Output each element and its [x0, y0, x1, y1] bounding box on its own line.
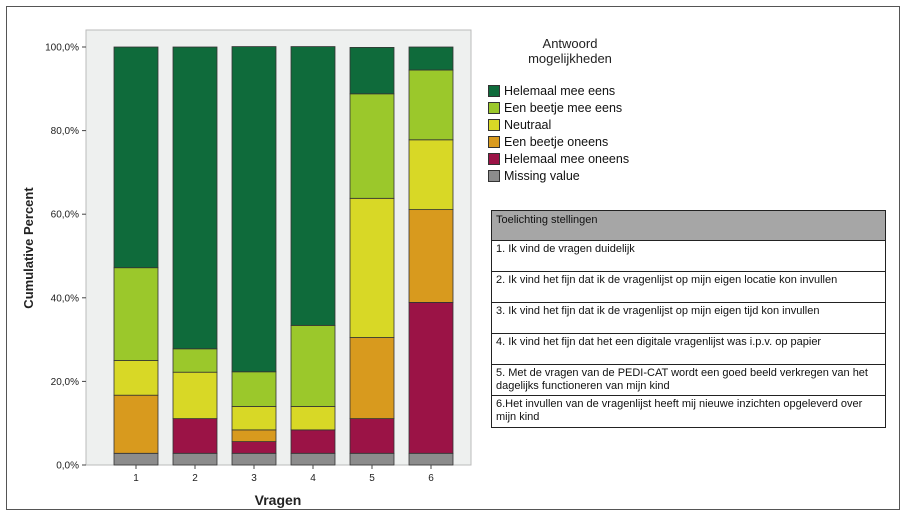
bar-segment-helemaal-mee-oneens: [408, 301, 454, 454]
bar-segment-helemaal-mee-oneens: [231, 441, 277, 454]
bar-segment-een-beetje-mee-eens: [408, 69, 454, 141]
x-tick-label: 3: [251, 473, 257, 484]
legend-item: Een beetje mee eens: [488, 99, 629, 116]
bar-segment-een-beetje-oneens: [113, 394, 159, 454]
bar-segment-helemaal-mee-eens: [290, 46, 336, 326]
legend-label: Een beetje mee eens: [504, 100, 623, 115]
bar-segment-neutraal: [349, 197, 395, 338]
bar-segment-missing-value: [290, 452, 336, 466]
note-row: 4. Ik vind het fijn dat het een digitale…: [492, 334, 885, 365]
bar-segment-een-beetje-mee-eens: [349, 93, 395, 199]
legend-item: Neutraal: [488, 116, 629, 133]
y-tick-label: 0,0%: [56, 461, 79, 472]
x-tick-label: 1: [133, 473, 139, 484]
y-tick-label: 100,0%: [45, 43, 79, 54]
bar-segment-een-beetje-oneens: [408, 209, 454, 303]
legend-label: Helemaal mee eens: [504, 83, 616, 98]
legend-item: Een beetje oneens: [488, 133, 629, 150]
bar-segment-een-beetje-mee-eens: [231, 371, 277, 407]
legend-swatch: [488, 84, 500, 97]
y-axis-label: Cumulative Percent: [21, 187, 36, 309]
bar-segment-helemaal-mee-eens: [408, 46, 454, 71]
legend-swatch: [488, 169, 500, 182]
bar-segment-helemaal-mee-eens: [113, 46, 159, 269]
bar-segment-missing-value: [408, 452, 454, 466]
x-tick-label: 6: [428, 473, 434, 484]
bar-segment-helemaal-mee-oneens: [349, 418, 395, 454]
bar-segment-neutraal: [408, 139, 454, 211]
bar-segment-een-beetje-mee-eens: [172, 348, 218, 373]
bar-segment-missing-value: [172, 452, 218, 466]
note-row: 2. Ik vind het fijn dat ik de vragenlijs…: [492, 272, 885, 303]
bar-segment-missing-value: [349, 452, 395, 466]
bar-segment-helemaal-mee-oneens: [290, 429, 336, 454]
legend-title-line1: Antwoord: [542, 36, 598, 51]
note-row: 5. Met de vragen van de PEDI-CAT wordt e…: [492, 365, 885, 396]
legend-label: Helemaal mee oneens: [504, 151, 630, 166]
legend: Helemaal mee eens Een beetje mee eens Neut…: [488, 82, 629, 184]
legend-label: Een beetje oneens: [504, 134, 609, 149]
bar-segment-neutraal: [113, 360, 159, 396]
bar-segment-een-beetje-oneens: [231, 429, 277, 442]
legend-item: Helemaal mee eens: [488, 82, 629, 99]
bar-segment-een-beetje-oneens: [349, 337, 395, 420]
legend-label: Missing value: [504, 168, 580, 183]
x-tick-label: 5: [369, 473, 375, 484]
note-row: 1. Ik vind de vragen duidelijk: [492, 241, 885, 272]
bar-segment-helemaal-mee-eens: [349, 47, 395, 95]
legend-item: Helemaal mee oneens: [488, 150, 629, 167]
bar-segment-missing-value: [231, 452, 277, 466]
x-axis-label: Vragen: [255, 492, 302, 508]
legend-swatch: [488, 101, 500, 114]
legend-swatch: [488, 152, 500, 165]
bar-segment-een-beetje-mee-eens: [290, 324, 336, 407]
bar-segment-helemaal-mee-oneens: [172, 418, 218, 454]
bar-segment-neutraal: [231, 406, 277, 431]
bar-segment-neutraal: [172, 371, 218, 420]
bar-segment-neutraal: [290, 406, 336, 431]
bar-segment-missing-value: [113, 452, 159, 466]
bar-segment-helemaal-mee-eens: [231, 46, 277, 373]
bar-segment-een-beetje-mee-eens: [113, 267, 159, 361]
notes-table: Toelichting stellingen 1. Ik vind de vra…: [491, 210, 886, 428]
legend-swatch: [488, 135, 500, 148]
y-tick-label: 40,0%: [51, 293, 79, 304]
notes-header: Toelichting stellingen: [492, 211, 885, 241]
legend-label: Neutraal: [504, 117, 552, 132]
legend-title-line2: mogelijkheden: [528, 51, 612, 66]
x-tick-label: 2: [192, 473, 198, 484]
legend-item: Missing value: [488, 167, 629, 184]
note-row: 6.Het invullen van de vragenlijst heeft …: [496, 398, 863, 423]
y-tick-label: 20,0%: [51, 377, 79, 388]
bar-segment-helemaal-mee-eens: [172, 46, 218, 350]
legend-swatch: [488, 118, 500, 131]
x-tick-label: 4: [310, 473, 316, 484]
note-row: 3. Ik vind het fijn dat ik de vragenlijs…: [492, 303, 885, 334]
y-tick-label: 80,0%: [51, 126, 79, 137]
y-tick-label: 60,0%: [51, 210, 79, 221]
